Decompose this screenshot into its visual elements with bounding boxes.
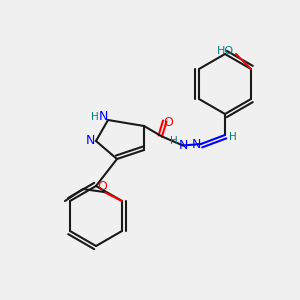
Text: H: H — [91, 112, 98, 122]
Text: H: H — [229, 131, 236, 142]
Text: O: O — [98, 179, 107, 193]
Text: H: H — [170, 136, 178, 146]
Text: N: N — [85, 134, 95, 148]
Text: HO: HO — [217, 46, 234, 56]
Text: N: N — [99, 110, 108, 124]
Text: N: N — [178, 139, 188, 152]
Text: O: O — [163, 116, 173, 130]
Text: N: N — [192, 137, 201, 151]
